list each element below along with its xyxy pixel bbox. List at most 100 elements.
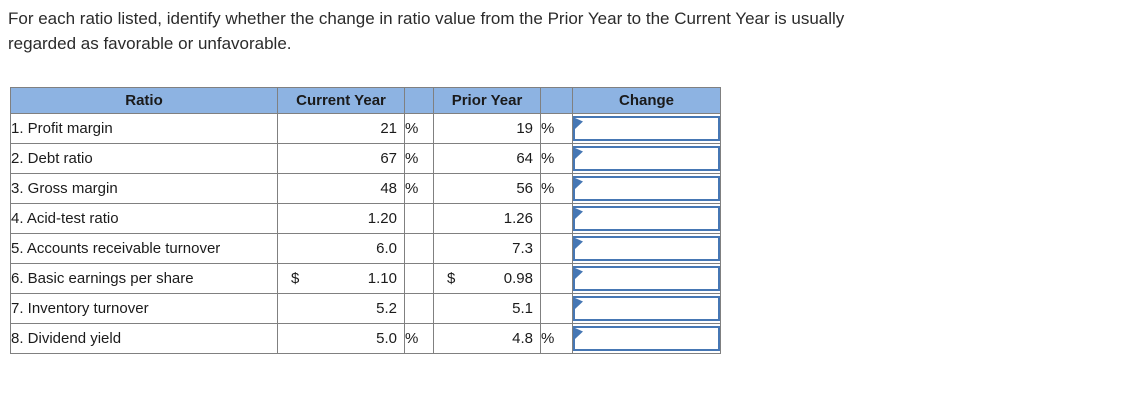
prior-year-unit: %: [540, 323, 573, 354]
current-year-value: 5.0: [376, 330, 397, 347]
prior-year-value: 7.3: [512, 240, 533, 257]
current-year-unit: %: [404, 173, 434, 204]
prior-year-value: 1.26: [503, 210, 533, 227]
current-year-unit: [404, 263, 434, 294]
currency-symbol: $: [291, 270, 300, 287]
prior-year-value: 56: [516, 180, 533, 197]
dropdown-flag-icon: [575, 178, 583, 189]
dropdown-flag-icon: [575, 268, 583, 279]
table-row: 5. Accounts receivable turnover 6.0 7.3: [10, 233, 721, 264]
ratio-cell: 6. Basic earnings per share: [10, 263, 278, 294]
change-cell: [572, 233, 721, 264]
change-dropdown[interactable]: [573, 116, 720, 141]
ratio-cell: 3. Gross margin: [10, 173, 278, 204]
change-cell: [572, 203, 721, 234]
prior-year-value: 5.1: [512, 300, 533, 317]
current-year-value: 5.2: [376, 300, 397, 317]
table-row: 6. Basic earnings per share $1.10 $0.98: [10, 263, 721, 294]
prior-year-cell: 64: [433, 143, 541, 174]
table-row: 3. Gross margin 48 % 56 %: [10, 173, 721, 204]
question-line-1: For each ratio listed, identify whether …: [8, 9, 845, 28]
current-year-unit: %: [404, 323, 434, 354]
current-year-cell: 67: [277, 143, 405, 174]
change-dropdown[interactable]: [573, 236, 720, 261]
change-cell: [572, 143, 721, 174]
table-row: 1. Profit margin 21 % 19 %: [10, 113, 721, 144]
ratio-cell: 8. Dividend yield: [10, 323, 278, 354]
table-row: 8. Dividend yield 5.0 % 4.8 %: [10, 323, 721, 354]
current-year-unit: [404, 233, 434, 264]
current-year-cell: 1.20: [277, 203, 405, 234]
current-year-cell: $1.10: [277, 263, 405, 294]
current-year-cell: 5.2: [277, 293, 405, 324]
dropdown-flag-icon: [575, 238, 583, 249]
current-year-cell: 6.0: [277, 233, 405, 264]
change-dropdown[interactable]: [573, 326, 720, 351]
dropdown-flag-icon: [575, 148, 583, 159]
current-year-cell: 5.0: [277, 323, 405, 354]
change-dropdown[interactable]: [573, 206, 720, 231]
ratio-cell: 1. Profit margin: [10, 113, 278, 144]
prior-year-cell: 1.26: [433, 203, 541, 234]
prior-year-cell: 7.3: [433, 233, 541, 264]
column-header-ratio: Ratio: [10, 87, 278, 114]
current-year-value: 6.0: [376, 240, 397, 257]
ratio-cell: 2. Debt ratio: [10, 143, 278, 174]
current-year-value: 48: [380, 180, 397, 197]
prior-year-unit: [540, 293, 573, 324]
dropdown-flag-icon: [575, 208, 583, 219]
ratio-cell: 4. Acid-test ratio: [10, 203, 278, 234]
ratios-table: Ratio Current Year Prior Year Change 1. …: [10, 87, 721, 354]
table-row: 4. Acid-test ratio 1.20 1.26: [10, 203, 721, 234]
current-year-value: 1.10: [367, 270, 397, 287]
column-header-prior-year: Prior Year: [433, 87, 541, 114]
current-year-unit: [404, 203, 434, 234]
prior-year-cell: 19: [433, 113, 541, 144]
current-year-value: 67: [380, 150, 397, 167]
change-dropdown[interactable]: [573, 176, 720, 201]
current-year-cell: 48: [277, 173, 405, 204]
dropdown-flag-icon: [575, 328, 583, 339]
prior-year-unit: [540, 263, 573, 294]
prior-year-cell: 5.1: [433, 293, 541, 324]
column-header-change: Change: [572, 87, 721, 114]
current-year-value: 1.20: [367, 210, 397, 227]
prior-year-value: 64: [516, 150, 533, 167]
current-year-unit: %: [404, 113, 434, 144]
prior-year-unit: %: [540, 143, 573, 174]
table-row: 7. Inventory turnover 5.2 5.1: [10, 293, 721, 324]
change-cell: [572, 323, 721, 354]
question-line-2: regarded as favorable or unfavorable.: [8, 34, 292, 53]
prior-year-unit: %: [540, 173, 573, 204]
prior-year-cell: 56: [433, 173, 541, 204]
current-year-unit: [404, 293, 434, 324]
current-year-value: 21: [380, 120, 397, 137]
change-dropdown[interactable]: [573, 146, 720, 171]
prior-year-value: 0.98: [503, 270, 533, 287]
dropdown-flag-icon: [575, 118, 583, 129]
header-row: Ratio Current Year Prior Year Change: [10, 87, 721, 114]
current-year-cell: 21: [277, 113, 405, 144]
prior-year-unit: [540, 203, 573, 234]
question-text: For each ratio listed, identify whether …: [8, 6, 1083, 56]
prior-year-cell: 4.8: [433, 323, 541, 354]
change-cell: [572, 173, 721, 204]
currency-symbol: $: [447, 270, 456, 287]
prior-year-cell: $0.98: [433, 263, 541, 294]
change-cell: [572, 263, 721, 294]
change-dropdown[interactable]: [573, 296, 720, 321]
column-header-current-year: Current Year: [277, 87, 405, 114]
prior-year-unit: [540, 233, 573, 264]
prior-year-value: 4.8: [512, 330, 533, 347]
change-dropdown[interactable]: [573, 266, 720, 291]
ratio-cell: 7. Inventory turnover: [10, 293, 278, 324]
prior-year-value: 19: [516, 120, 533, 137]
change-cell: [572, 293, 721, 324]
current-year-unit: %: [404, 143, 434, 174]
prior-year-unit: %: [540, 113, 573, 144]
column-header-prior-year-unit: [540, 87, 573, 114]
table-row: 2. Debt ratio 67 % 64 %: [10, 143, 721, 174]
dropdown-flag-icon: [575, 298, 583, 309]
column-header-current-year-unit: [404, 87, 434, 114]
